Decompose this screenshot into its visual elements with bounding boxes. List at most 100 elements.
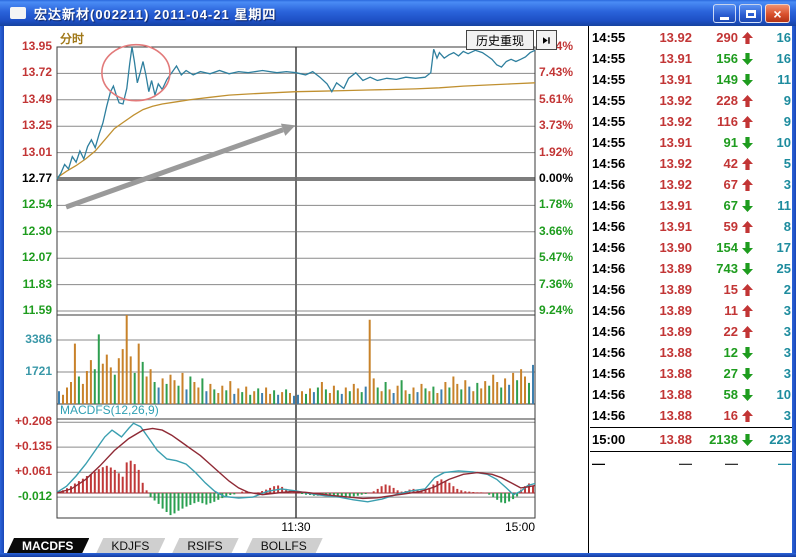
up-arrow-icon (738, 115, 756, 128)
trade-time: 14:56 (592, 324, 626, 339)
trade-price: 13.88 (659, 408, 692, 423)
trade-time: 14:56 (592, 219, 626, 234)
history-replay-button[interactable]: 历史重现 (466, 30, 535, 50)
macd-axis-tick: +0.135 (14, 439, 52, 454)
trade-row: 14:55 13.92 116 9 (590, 111, 794, 132)
trade-count: 5 (783, 156, 791, 171)
percent-axis-tick: 7.43% (539, 65, 574, 80)
trade-count: 9 (783, 114, 791, 129)
trade-volume: 154 (716, 240, 738, 255)
percent-axis-tick: 0.00% (539, 171, 574, 185)
trade-price: 13.89 (659, 261, 692, 276)
trade-price: 13.88 (659, 387, 692, 402)
down-arrow-icon (738, 346, 756, 359)
trend-arrow-annotation (65, 127, 284, 210)
trade-price: 13.91 (659, 135, 692, 150)
trade-row: 14:56 13.91 67 11 (590, 195, 794, 216)
maximize-button[interactable] (739, 4, 762, 23)
highlight-ellipse-annotation (101, 43, 171, 102)
percent-axis-tick: 1.92% (539, 144, 574, 159)
trade-time: 14:56 (592, 387, 626, 402)
time-axis-1130: 11:30 (281, 520, 311, 534)
trade-volume: 67 (723, 177, 738, 192)
trade-count: 2 (783, 282, 791, 297)
trade-time: 15:00 (592, 432, 626, 447)
trade-count: — (778, 456, 791, 471)
intraday-chart-svg (56, 43, 536, 519)
close-button[interactable]: × (765, 4, 790, 23)
trade-price: 13.92 (659, 156, 692, 171)
macd-axis-tick: +0.208 (14, 414, 52, 429)
price-axis-tick: 13.95 (21, 39, 52, 53)
percent-axis-tick: 9.24% (539, 303, 574, 317)
trade-row: 14:56 13.88 16 3 (590, 405, 794, 426)
up-arrow-icon (738, 283, 756, 296)
trade-row: 14:56 13.91 59 8 (590, 216, 794, 237)
trade-volume: 59 (723, 219, 738, 234)
trade-price: 13.91 (659, 198, 692, 213)
up-arrow-icon (738, 157, 756, 170)
minimize-button[interactable] (713, 4, 736, 23)
percent-axis-tick: 3.73% (539, 118, 574, 133)
trade-time: 14:56 (592, 303, 626, 318)
trade-time: — (592, 456, 605, 471)
title-bar: 宏达新材(002211) 2011-04-21 星期四 × (0, 0, 796, 26)
down-arrow-icon (738, 433, 756, 446)
price-axis-tick: 12.30 (21, 223, 52, 238)
trade-separator (590, 427, 794, 428)
trade-time: 14:56 (592, 156, 626, 171)
tab-kdjfs[interactable]: KDJFS (95, 538, 165, 555)
trade-count: 3 (783, 177, 791, 192)
down-arrow-icon (738, 73, 756, 86)
trade-row: 15:00 13.88 2138 223 (590, 429, 794, 450)
volume-axis-tick: 3386 (25, 332, 52, 346)
trade-time: 14:56 (592, 177, 626, 192)
trade-time: 14:55 (592, 93, 626, 108)
trade-count: 9 (783, 93, 791, 108)
trade-time: 14:56 (592, 282, 626, 297)
down-arrow-icon (738, 52, 756, 65)
price-axis-tick: 12.07 (21, 250, 52, 265)
trade-time: 14:56 (592, 345, 626, 360)
trade-price: 13.90 (659, 240, 692, 255)
trade-count: 3 (783, 324, 791, 339)
trade-separator (590, 451, 794, 452)
price-axis-tick: 13.25 (21, 118, 52, 133)
trade-volume: 2138 (709, 432, 738, 447)
trade-price: 13.88 (659, 366, 692, 381)
trade-row: 14:56 13.89 15 2 (590, 279, 794, 300)
tab-rsifs[interactable]: RSIFS (171, 538, 238, 555)
down-arrow-icon (738, 136, 756, 149)
up-arrow-icon (738, 31, 756, 44)
tab-bollfs[interactable]: BOLLFS (245, 538, 323, 555)
window-title: 宏达新材(002211) 2011-04-21 星期四 (34, 6, 277, 22)
macd-parameter-label: MACDFS(12,26,9) (60, 403, 159, 417)
tab-macdfs[interactable]: MACDFS (6, 538, 89, 555)
up-arrow-icon (738, 178, 756, 191)
trade-row: 14:55 13.91 156 16 (590, 48, 794, 69)
up-arrow-icon (738, 220, 756, 233)
down-arrow-icon (738, 199, 756, 212)
trade-volume: 15 (723, 282, 738, 297)
down-arrow-icon (738, 241, 756, 254)
trade-price: 13.91 (659, 51, 692, 66)
trade-row: 14:56 13.89 743 25 (590, 258, 794, 279)
trade-row: 14:56 13.88 58 10 (590, 384, 794, 405)
trade-count: 3 (783, 345, 791, 360)
trade-price: — (679, 456, 692, 471)
trade-volume: 116 (717, 114, 738, 129)
trade-count: 17 (776, 240, 791, 255)
trade-row-empty: — — — — (590, 453, 794, 474)
percent-axis-tick: 5.61% (539, 91, 574, 106)
step-forward-icon[interactable] (536, 30, 558, 50)
trade-count: 3 (783, 366, 791, 381)
trade-price: 13.91 (659, 72, 692, 87)
price-axis-tick: 11.59 (22, 303, 52, 317)
chart-mode-label: 分时 (60, 32, 85, 46)
trade-price: 13.92 (659, 93, 692, 108)
trade-volume: 91 (723, 135, 738, 150)
trade-volume: 58 (723, 387, 738, 402)
window-border-bottom (0, 553, 796, 557)
macd-axis-tick: -0.012 (17, 489, 52, 504)
trade-count: 25 (776, 261, 791, 276)
